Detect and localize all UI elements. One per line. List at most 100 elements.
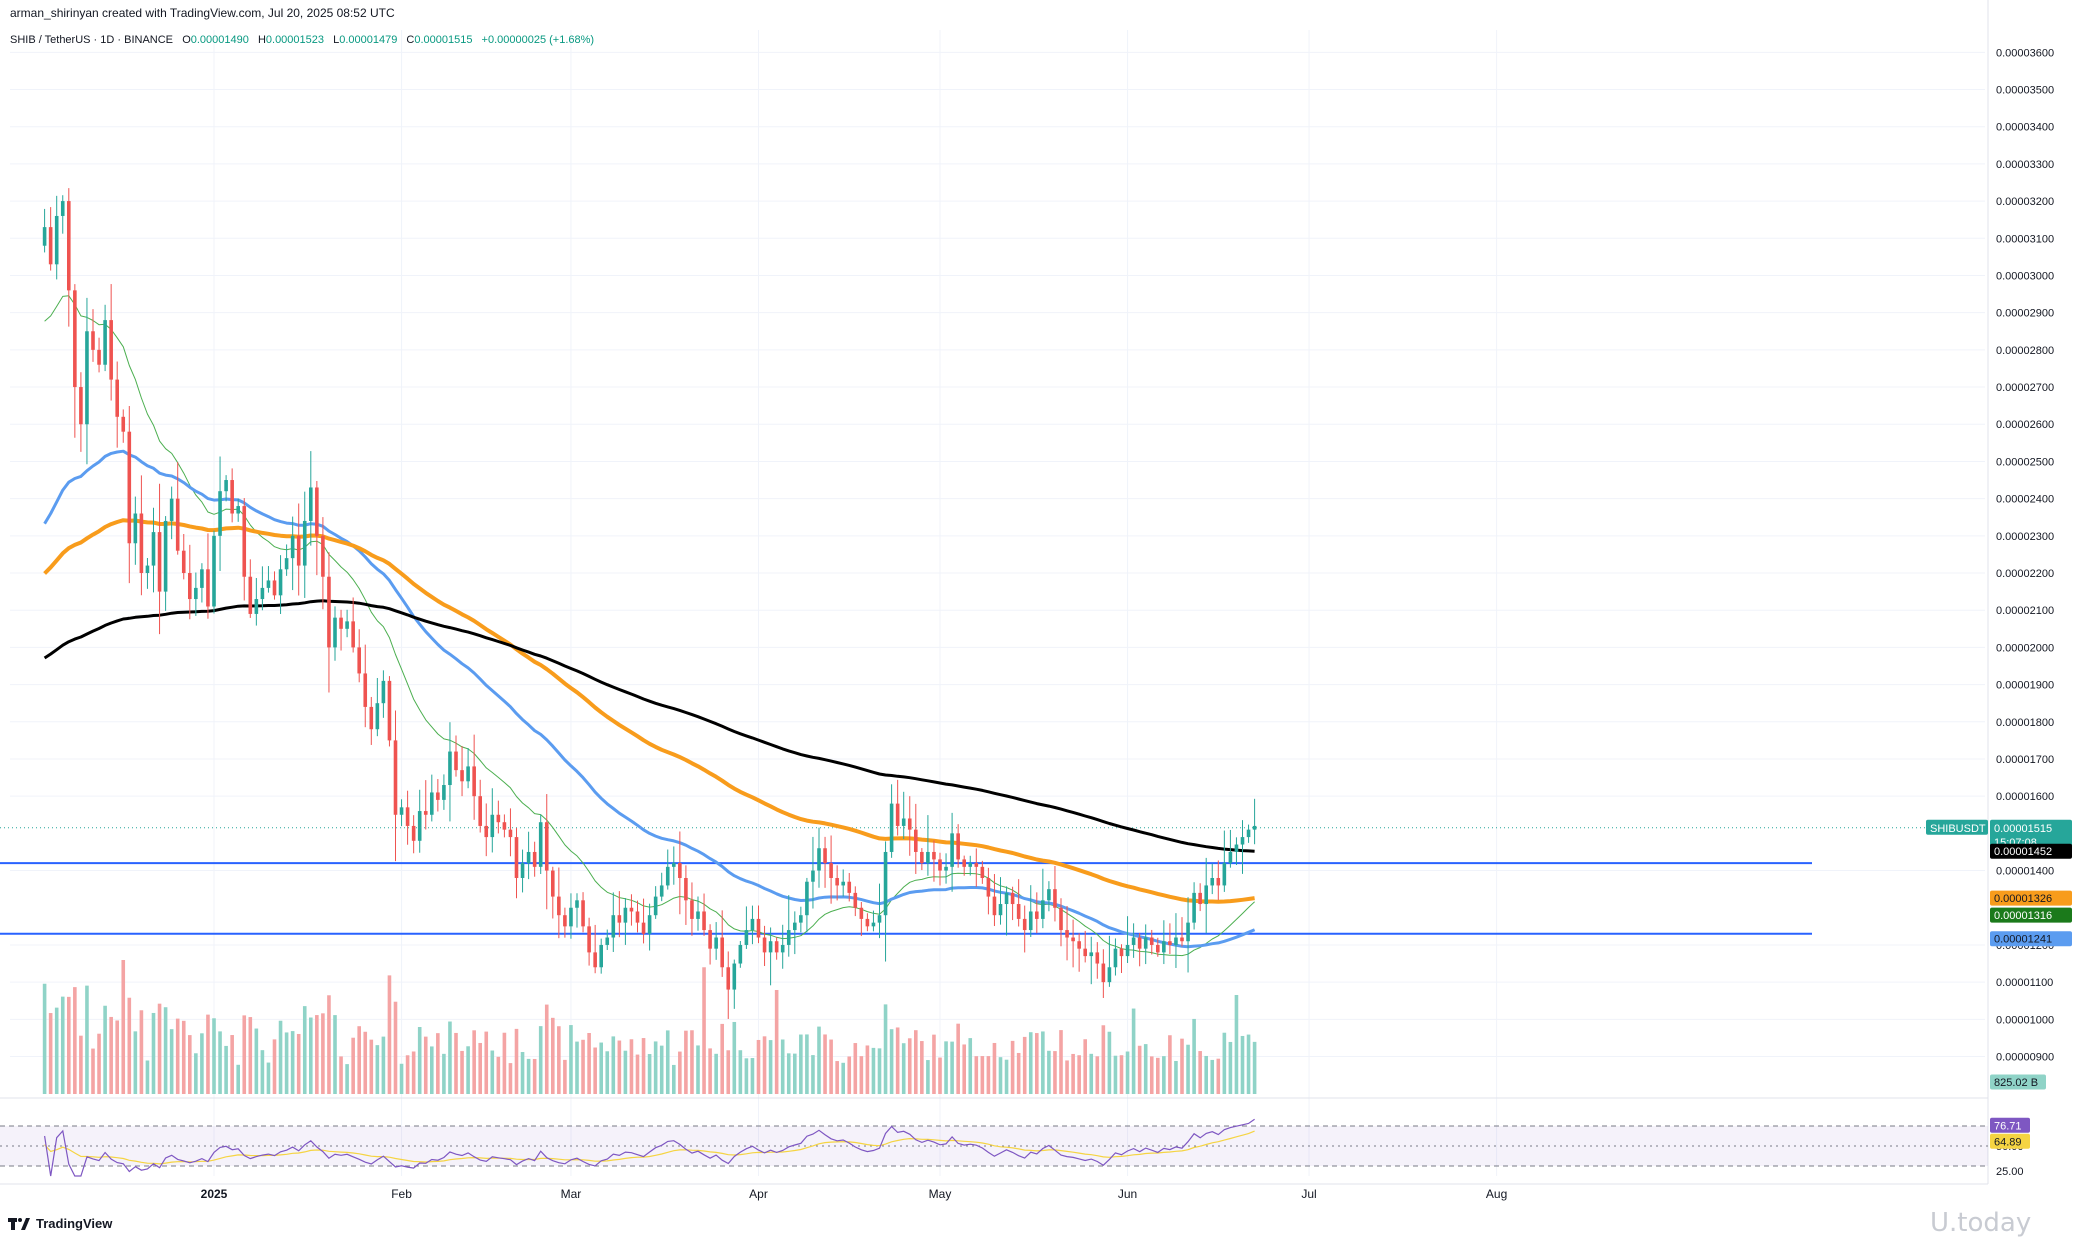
candle-body[interactable] — [1119, 948, 1124, 957]
candle-body[interactable] — [1174, 937, 1178, 945]
candle-body[interactable] — [744, 930, 749, 945]
candle-body[interactable] — [145, 565, 150, 574]
candle-body[interactable] — [194, 587, 198, 600]
candle-body[interactable] — [950, 833, 954, 867]
candle-body[interactable] — [1240, 837, 1245, 845]
candle-body[interactable] — [175, 498, 180, 551]
candle-body[interactable] — [1162, 941, 1166, 953]
candle-body[interactable] — [1137, 937, 1142, 949]
candle-body[interactable] — [321, 535, 325, 577]
candle-body[interactable] — [224, 480, 228, 492]
candle-body[interactable] — [684, 878, 688, 901]
candle-body[interactable] — [1095, 952, 1100, 964]
candle-body[interactable] — [272, 580, 277, 596]
moving-average-line[interactable] — [44, 295, 1255, 957]
candle-body[interactable] — [551, 870, 555, 897]
candle-body[interactable] — [345, 621, 349, 629]
candle-body[interactable] — [266, 580, 271, 588]
candle-body[interactable] — [811, 870, 815, 882]
candle-body[interactable] — [835, 878, 839, 886]
candle-body[interactable] — [163, 520, 168, 592]
candle-body[interactable] — [54, 215, 59, 265]
candle-body[interactable] — [756, 918, 761, 938]
candle-body[interactable] — [865, 918, 870, 927]
candle-body[interactable] — [1204, 885, 1208, 905]
candle-body[interactable] — [309, 487, 313, 521]
candle-body[interactable] — [103, 320, 107, 365]
candle-body[interactable] — [1059, 907, 1063, 931]
candle-body[interactable] — [1198, 892, 1202, 905]
candle-body[interactable] — [992, 896, 997, 916]
candle-body[interactable] — [998, 904, 1003, 916]
candle-body[interactable] — [369, 706, 374, 730]
candle-body[interactable] — [133, 513, 138, 544]
candle-body[interactable] — [690, 900, 694, 919]
candle-body[interactable] — [302, 520, 307, 566]
candle-body[interactable] — [181, 550, 186, 574]
candle-body[interactable] — [67, 201, 71, 291]
candle-body[interactable] — [357, 647, 361, 674]
candle-body[interactable] — [956, 833, 960, 860]
candle-body[interactable] — [514, 837, 519, 878]
candle-body[interactable] — [1071, 937, 1075, 942]
candle-body[interactable] — [1083, 948, 1087, 957]
candle-body[interactable] — [157, 532, 162, 592]
symbol-title[interactable]: SHIB / TetherUS · 1D · BINANCE — [10, 34, 174, 46]
candle-body[interactable] — [1210, 878, 1215, 886]
candle-body[interactable] — [1101, 963, 1106, 983]
candle-body[interactable] — [351, 621, 355, 648]
candle-body[interactable] — [665, 866, 670, 886]
candle-body[interactable] — [60, 201, 65, 216]
candle-body[interactable] — [339, 617, 343, 629]
candle-body[interactable] — [1143, 937, 1148, 949]
candle-body[interactable] — [696, 911, 700, 919]
candle-body[interactable] — [1077, 941, 1081, 949]
candle-body[interactable] — [877, 915, 882, 923]
candle-body[interactable] — [859, 907, 864, 919]
candle-body[interactable] — [653, 896, 658, 916]
candle-body[interactable] — [236, 506, 240, 514]
candle-body[interactable] — [938, 859, 942, 871]
candle-body[interactable] — [1228, 851, 1233, 864]
candle-body[interactable] — [1010, 892, 1015, 905]
candle-body[interactable] — [1234, 844, 1239, 852]
candle-body[interactable] — [526, 851, 531, 864]
candle-body[interactable] — [962, 859, 966, 867]
candle-body[interactable] — [786, 930, 791, 945]
candle-body[interactable] — [659, 885, 664, 897]
candle-body[interactable] — [1168, 941, 1172, 945]
candle-body[interactable] — [714, 937, 718, 949]
candle-body[interactable] — [635, 911, 640, 923]
candle-body[interactable] — [1156, 944, 1160, 953]
candle-body[interactable] — [986, 878, 991, 897]
candle-body[interactable] — [460, 770, 464, 782]
candle-body[interactable] — [212, 535, 216, 607]
candle-body[interactable] — [968, 863, 973, 867]
candle-body[interactable] — [768, 941, 773, 953]
candle-body[interactable] — [1149, 937, 1154, 945]
candle-body[interactable] — [871, 922, 876, 927]
candle-body[interactable] — [1192, 892, 1196, 923]
candle-body[interactable] — [484, 825, 489, 838]
candle-body[interactable] — [151, 532, 156, 566]
candle-body[interactable] — [121, 416, 126, 432]
candle-body[interactable] — [1028, 911, 1033, 931]
tradingview-logo[interactable]: TradingView — [8, 1216, 112, 1231]
candle-body[interactable] — [702, 911, 706, 931]
candle-body[interactable] — [532, 851, 537, 867]
candle-body[interactable] — [1107, 967, 1112, 983]
candle-body[interactable] — [375, 703, 380, 730]
candle-body[interactable] — [974, 863, 979, 867]
moving-average-line[interactable] — [43, 449, 1256, 949]
candle-body[interactable] — [1089, 952, 1094, 957]
candle-body[interactable] — [206, 569, 210, 607]
candle-body[interactable] — [73, 290, 77, 388]
candle-body[interactable] — [254, 599, 259, 614]
candle-body[interactable] — [315, 487, 319, 536]
candle-body[interactable] — [926, 851, 930, 864]
candle-body[interactable] — [932, 851, 936, 860]
candle-body[interactable] — [139, 513, 144, 574]
candle-body[interactable] — [442, 785, 446, 800]
candle-body[interactable] — [1022, 918, 1027, 931]
candle-body[interactable] — [883, 851, 888, 916]
